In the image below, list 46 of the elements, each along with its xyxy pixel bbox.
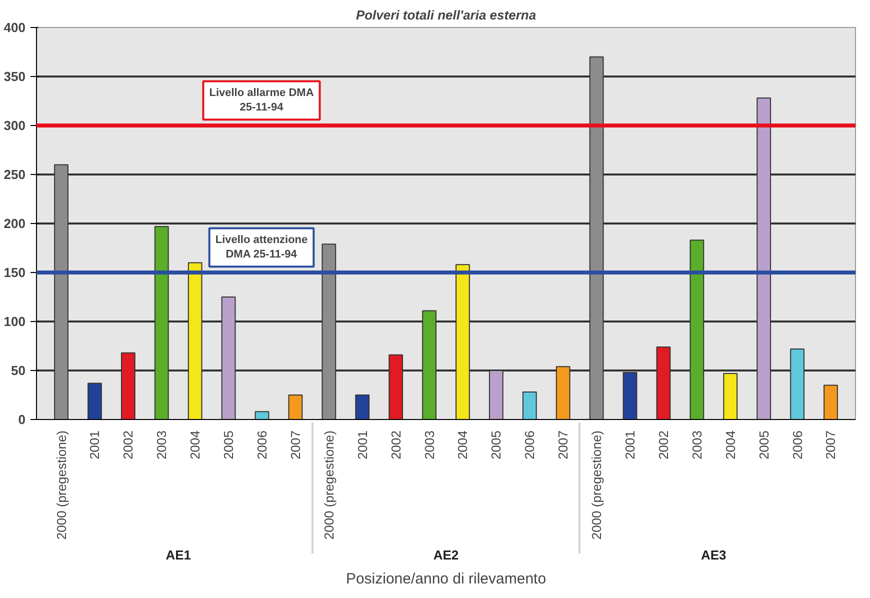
x-tick-label: 2007	[823, 430, 838, 460]
x-axis-title: Posizione/anno di rilevamento	[346, 570, 546, 588]
bar	[824, 384, 838, 420]
x-tick-label: 2004	[455, 430, 470, 460]
x-tick-label: 2000 (pregestione)	[321, 430, 336, 540]
x-tick-label: 2002	[656, 430, 671, 460]
x-tick-label: 2007	[556, 430, 571, 460]
x-tick-label: 2006	[522, 430, 538, 460]
y-tick-label: 250	[4, 167, 26, 182]
x-tick-label: 2000 (pregestione)	[54, 430, 69, 540]
chart-title: Polveri totali nell'aria esterna	[356, 8, 536, 22]
y-tick-label: 350	[4, 69, 26, 84]
text: AE1	[166, 548, 192, 563]
x-tick-label: 2006	[254, 430, 270, 460]
x-tick-label: 2003	[154, 430, 170, 460]
y-tick-label: 150	[4, 265, 26, 280]
x-tick-label: 2003	[422, 430, 437, 460]
ref-line-label: Livello allarme DMA 25-11-94	[209, 87, 314, 114]
text: AE3	[701, 548, 726, 563]
y-tick-label: 400	[4, 20, 26, 35]
y-tick-label: 300	[4, 118, 26, 133]
x-tick-label: 2004	[188, 430, 203, 460]
x-tick-label: 2006	[790, 430, 805, 460]
y-tick-label: 50	[11, 363, 26, 378]
ref-line-label: Livello attenzione DMA 25-11-94	[215, 234, 308, 261]
x-tick-label: 2005	[221, 430, 236, 460]
x-tick-label: 2002	[120, 430, 136, 460]
x-tick-label: 2007	[288, 430, 303, 460]
y-tick-label: 100	[4, 314, 26, 329]
bar	[355, 394, 370, 420]
x-tick-label: 2005	[488, 430, 504, 460]
bar	[254, 411, 270, 420]
bar	[88, 382, 102, 420]
x-tick-label: 2004	[722, 430, 738, 460]
x-tick-label: 2001	[354, 430, 370, 460]
bar	[522, 392, 537, 420]
bar	[288, 394, 303, 420]
y-tick-label: 200	[4, 216, 26, 231]
x-tick-label: 2002	[388, 430, 404, 460]
x-tick-label: 2000 (pregestione)	[589, 430, 604, 540]
x-tick-label: 2001	[87, 430, 102, 460]
y-tick-label: 0	[18, 412, 26, 427]
x-tick-label: 2001	[622, 430, 638, 460]
x-tick-label: 2005	[756, 430, 772, 460]
text: AE2	[433, 548, 459, 563]
x-tick-label: 2003	[689, 430, 704, 460]
